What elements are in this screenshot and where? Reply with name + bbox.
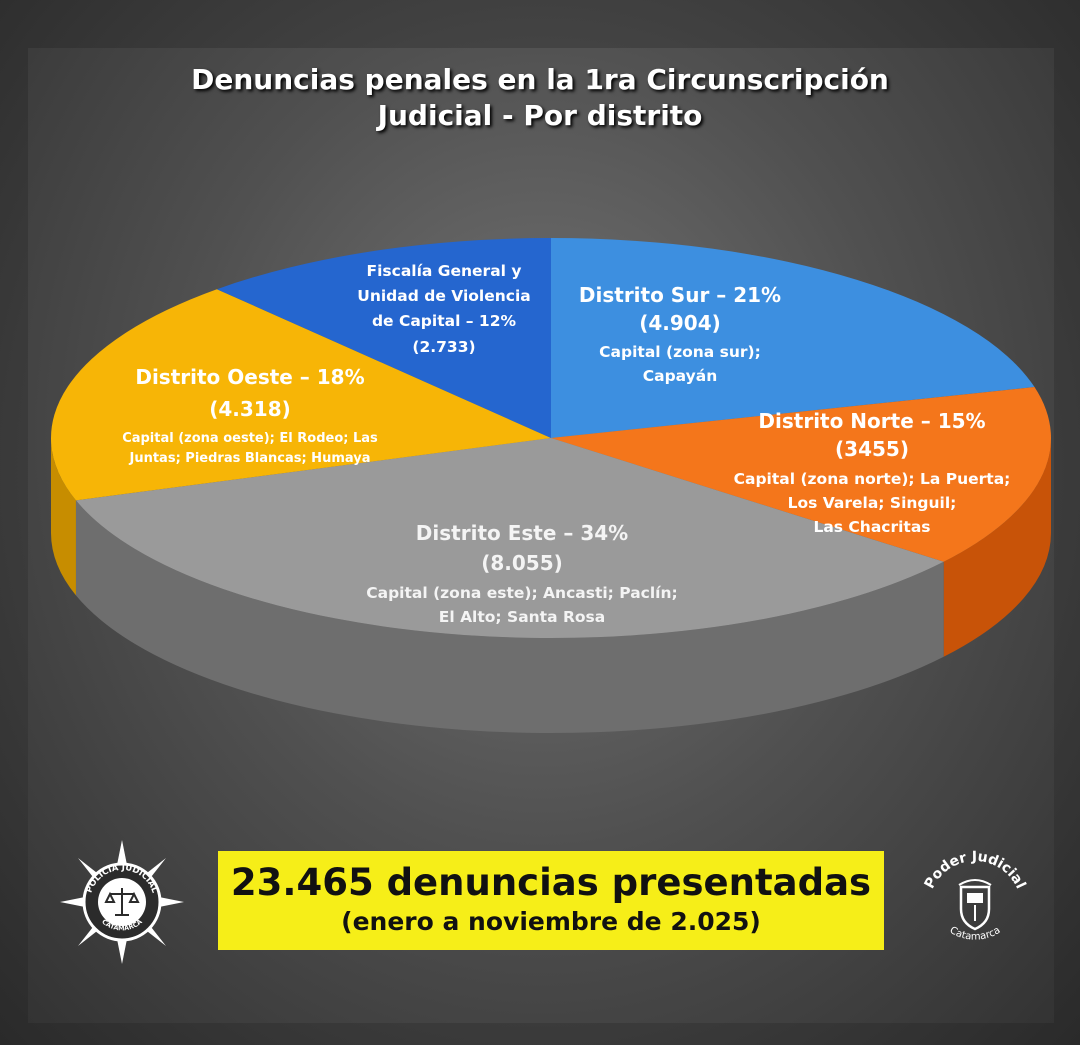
pie-slice-distrito-norte (551, 387, 1051, 562)
total-main-text: 23.465 denuncias presentadas (230, 861, 872, 904)
label-sur-head: Distrito Sur – 21% (579, 283, 781, 307)
label-norte-detail3: Las Chacritas (813, 518, 930, 536)
slice-label-oeste: Distrito Oeste – 18% (4.318) Capital (zo… (122, 365, 378, 466)
logo-right-top-text: Poder Judicial (922, 849, 1029, 891)
chart-title-line2: Judicial - Por distrito (377, 99, 703, 132)
total-sub-text: (enero a noviembre de 2.025) (341, 907, 761, 936)
label-este-detail1: Capital (zona este); Ancasti; Paclín; (366, 584, 677, 602)
label-sur-detail2: Capayán (643, 367, 718, 385)
label-este-value: (8.055) (481, 551, 563, 575)
label-oeste-detail2: Juntas; Piedras Blancas; Humaya (129, 451, 371, 466)
pie-side-distrito-oeste (51, 438, 76, 596)
slice-label-este: Distrito Este – 34% (8.055) Capital (zon… (366, 521, 677, 626)
pie-side-distrito-norte (943, 438, 1051, 657)
pie-slice-distrito-sur (551, 238, 1035, 438)
label-sur-detail1: Capital (zona sur); (599, 343, 761, 361)
pie-sides (51, 438, 1051, 734)
label-este-detail2: El Alto; Santa Rosa (439, 608, 605, 626)
chart-title-line1: Denuncias penales en la 1ra Circunscripc… (191, 63, 889, 96)
poder-judicial-logo: Poder Judicial Catamarca (922, 849, 1029, 943)
pie-slice-distrito-oeste (51, 289, 552, 501)
label-norte-detail2: Los Varela; Singuil; (788, 494, 957, 512)
slice-label-fiscalia: Fiscalía General y Unidad de Violencia d… (357, 262, 531, 356)
label-fiscalia-line2: Unidad de Violencia (357, 287, 531, 305)
scales-of-justice-icon (104, 888, 140, 916)
label-sur-value: (4.904) (639, 311, 721, 335)
label-oeste-detail1: Capital (zona oeste); El Rodeo; Las (122, 431, 378, 446)
total-box: 23.465 denuncias presentadas (enero a no… (218, 851, 884, 950)
pie-slice-distrito-este (75, 438, 944, 638)
coat-of-arms-icon (958, 879, 992, 931)
label-oeste-value: (4.318) (209, 397, 291, 421)
policia-judicial-logo: POLICIA JUDICIAL CATAMARCA (60, 840, 184, 964)
label-norte-head: Distrito Norte – 15% (758, 409, 985, 433)
label-norte-detail1: Capital (zona norte); La Puerta; (734, 470, 1011, 488)
chart-title: Denuncias penales en la 1ra Circunscripc… (0, 62, 1080, 134)
pie-slice-fiscalia-general-y-unidad-de-violencia-de-capital (216, 238, 551, 438)
label-norte-value: (3455) (835, 437, 909, 461)
label-fiscalia-line3: de Capital – 12% (372, 312, 517, 330)
label-este-head: Distrito Este – 34% (416, 521, 628, 545)
label-fiscalia-line4: (2.733) (412, 338, 475, 356)
logo-right-bottom-text: Catamarca (948, 925, 1003, 943)
pie-slices (51, 238, 1051, 638)
pie-side-distrito-este (75, 500, 944, 734)
slice-label-norte: Distrito Norte – 15% (3455) Capital (zon… (734, 409, 1011, 536)
label-oeste-head: Distrito Oeste – 18% (135, 365, 364, 389)
label-fiscalia-line1: Fiscalía General y (367, 262, 522, 280)
slice-label-sur: Distrito Sur – 21% (4.904) Capital (zona… (579, 283, 781, 385)
